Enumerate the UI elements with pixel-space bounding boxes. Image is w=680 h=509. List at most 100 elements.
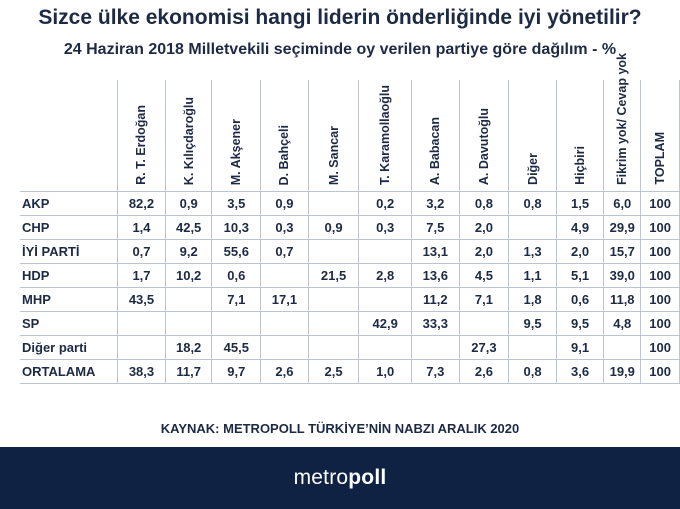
row-label: ORTALAMA xyxy=(20,359,119,384)
table-cell xyxy=(307,311,360,336)
chart-title: Sizce ülke ekonomisi hangi liderin önder… xyxy=(38,6,642,29)
table-cell xyxy=(508,215,557,240)
table-cell: 7,3 xyxy=(410,359,460,384)
column-header: TOPLAM xyxy=(640,80,680,192)
table-cell: 0,7 xyxy=(260,239,309,264)
column-header: T. Karamollaoğlu xyxy=(358,80,412,192)
table-cell xyxy=(260,263,309,288)
table-cell xyxy=(358,287,412,312)
table-cell: 9,5 xyxy=(508,311,557,336)
table-cell: 6,0 xyxy=(603,191,642,216)
column-header-label: A. Davutoğlu xyxy=(476,107,491,185)
column-header-label: Fikrim yok/ Cevap yok xyxy=(615,52,630,185)
table-cell: 2,0 xyxy=(458,239,510,264)
row-label: SP xyxy=(20,311,119,336)
table-cell: 0,6 xyxy=(555,287,605,312)
table-cell: 100 xyxy=(640,263,680,288)
table-row: İYİ PARTİ 0,7 9,2 55,6 0,7 13,1 2,0 1,3 2,0 15,7 1… xyxy=(20,239,680,264)
table-cell: 100 xyxy=(640,239,680,264)
table-cell xyxy=(307,191,360,216)
table-cell: 0,9 xyxy=(307,215,360,240)
column-header-row: R. T. Erdoğan K. Kılıçdaroğlu M. Akşener D.… xyxy=(20,53,680,192)
column-header: R. T. Erdoğan xyxy=(117,80,166,192)
column-header: A. Babacan xyxy=(410,80,460,192)
table-row: SP 42,9 33,3 9,5 9,5 4,8 100 xyxy=(20,311,680,336)
column-header: Fikrim yok/ Cevap yok xyxy=(603,53,642,192)
table-cell: 38,3 xyxy=(117,359,166,384)
highlight-cell: 55,6 xyxy=(211,239,262,264)
table-cell: 0,9 xyxy=(164,191,213,216)
table-cell xyxy=(458,311,510,336)
table-cell xyxy=(358,239,412,264)
table-cell: 1,4 xyxy=(117,215,166,240)
table-cell: 2,6 xyxy=(458,359,510,384)
table-cell xyxy=(307,239,360,264)
row-label: İYİ PARTİ xyxy=(20,239,119,264)
table-cell: 100 xyxy=(640,191,680,216)
table-cell: 9,7 xyxy=(211,359,262,384)
table-cell: 7,1 xyxy=(458,287,510,312)
column-header-label: Hiçbiri xyxy=(573,146,588,185)
logo-part-2: poll xyxy=(348,466,387,489)
table-cell: 10,3 xyxy=(211,215,262,240)
table-cell: 1,5 xyxy=(555,191,605,216)
table-cell: 0,3 xyxy=(358,215,412,240)
table-cell xyxy=(260,335,309,360)
source-note: KAYNAK: METROPOLL TÜRKİYE’NİN NABZI ARAL… xyxy=(160,421,520,436)
table-row: Diğer parti 18,2 45,5 27,3 9,1 100 xyxy=(20,335,680,360)
table-cell: 9,5 xyxy=(555,311,605,336)
table-cell: 4,5 xyxy=(458,263,510,288)
table-cell: 100 xyxy=(640,335,680,360)
table-cell: 1,8 xyxy=(508,287,557,312)
column-header-label: M. Sancar xyxy=(326,125,341,185)
table-cell: 33,3 xyxy=(410,311,460,336)
table-cell: 2,5 xyxy=(307,359,360,384)
column-header-label: Diğer xyxy=(525,153,540,185)
column-header: M. Akşener xyxy=(211,80,262,192)
column-header-label: TOPLAM xyxy=(653,132,668,185)
table-cell: 1,7 xyxy=(117,263,166,288)
footer-bar: metropoll xyxy=(0,447,680,509)
table-cell xyxy=(307,335,360,360)
column-header: K. Kılıçdaroğlu xyxy=(164,80,213,192)
table-cell: 4,8 xyxy=(603,311,642,336)
column-header-label: K. Kılıçdaroğlu xyxy=(181,96,196,185)
table-cell xyxy=(117,335,166,360)
table-cell: 11,8 xyxy=(603,287,642,312)
table-cell: 9,1 xyxy=(555,335,605,360)
table-cell: 5,1 xyxy=(555,263,605,288)
table-cell: 42,9 xyxy=(358,311,412,336)
chart-subtitle: 24 Haziran 2018 Milletvekili seçiminde o… xyxy=(63,41,617,58)
results-table: R. T. Erdoğan K. Kılıçdaroğlu M. Akşener D.… xyxy=(20,53,680,384)
column-header-label: M. Akşener xyxy=(229,118,244,185)
column-header: Diğer xyxy=(508,80,557,192)
table-cell: 19,9 xyxy=(603,359,642,384)
column-header-label: D. Bahçeli xyxy=(277,124,292,185)
table-cell: 100 xyxy=(640,215,680,240)
row-label: MHP xyxy=(20,287,119,312)
row-label: Diğer parti xyxy=(20,335,119,360)
column-header: Hiçbiri xyxy=(555,80,605,192)
table-cell: 1,0 xyxy=(358,359,412,384)
logo-part-1: metro xyxy=(293,466,349,489)
table-cell xyxy=(260,311,309,336)
table-row: HDP 1,7 10,2 0,6 21,5 2,8 13,6 4,5 1,1 5,1 39,0 100 xyxy=(20,263,680,288)
table-cell: 3,5 xyxy=(211,191,262,216)
table-cell: 0,8 xyxy=(508,191,557,216)
table-cell: 29,9 xyxy=(603,215,642,240)
column-header: M. Sancar xyxy=(307,80,360,192)
table-row: ORTALAMA 38,3 11,7 9,7 2,6 2,5 1,0 7,3 2,6 0,8 3,6… xyxy=(20,359,680,384)
table-cell: 3,6 xyxy=(555,359,605,384)
table-cell: 43,5 xyxy=(117,287,166,312)
table-cell: 0,2 xyxy=(358,191,412,216)
row-label: AKP xyxy=(20,191,119,216)
row-label: HDP xyxy=(20,263,119,288)
table-cell: 7,1 xyxy=(211,287,262,312)
table-cell: 10,2 xyxy=(164,263,213,288)
table-cell: 0,9 xyxy=(260,191,309,216)
table-cell: 27,3 xyxy=(458,335,510,360)
table-cell: 4,9 xyxy=(555,215,605,240)
table-cell: 2,8 xyxy=(358,263,412,288)
table-cell: 9,2 xyxy=(164,239,213,264)
table-cell: 1,1 xyxy=(508,263,557,288)
